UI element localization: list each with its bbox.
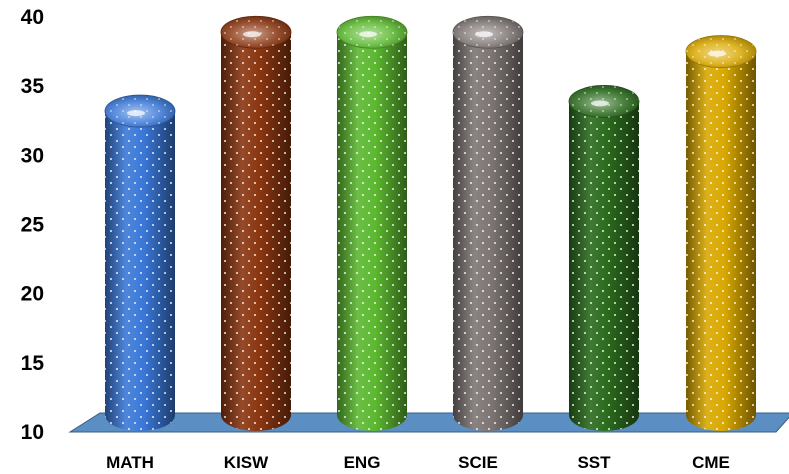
- y-tick-label: 40: [21, 6, 44, 29]
- y-tick-label: 15: [21, 352, 45, 375]
- bar-math: [104, 94, 176, 432]
- bar-texture: [221, 32, 291, 431]
- chart-floor: [68, 412, 789, 433]
- bar-texture: [453, 32, 523, 431]
- bar-kisw: [220, 15, 292, 431]
- x-category-label: MATH: [106, 453, 154, 472]
- bar-sst: [568, 84, 640, 431]
- bar-highlight: [708, 50, 726, 57]
- bar-scie: [452, 15, 524, 431]
- bar-highlight: [359, 31, 377, 38]
- bar-highlight: [243, 31, 261, 38]
- x-category-label: ENG: [344, 453, 381, 472]
- x-category-label: SST: [577, 453, 611, 472]
- bar-highlight: [591, 100, 609, 107]
- bar-eng: [336, 15, 408, 431]
- x-category-label: CME: [692, 453, 730, 472]
- bar-texture: [105, 111, 175, 432]
- bar-highlight: [127, 110, 145, 117]
- x-category-label: SCIE: [458, 453, 498, 472]
- x-category-label: KISW: [224, 453, 269, 472]
- y-tick-label: 10: [21, 421, 44, 444]
- y-tick-label: 35: [21, 75, 45, 98]
- bar-texture: [686, 51, 756, 431]
- bar-highlight: [475, 31, 493, 38]
- y-tick-label: 20: [21, 283, 44, 306]
- bar-texture: [337, 32, 407, 431]
- bar-texture: [569, 101, 639, 431]
- bar-cme: [685, 35, 757, 431]
- bars-group: [104, 15, 757, 432]
- y-tick-label: 30: [21, 144, 44, 167]
- x-axis: MATH KISW ENG SCIE SST CME: [106, 453, 730, 472]
- y-axis: 10 15 20 25 30 35 40: [21, 6, 45, 444]
- y-tick-label: 25: [21, 214, 45, 237]
